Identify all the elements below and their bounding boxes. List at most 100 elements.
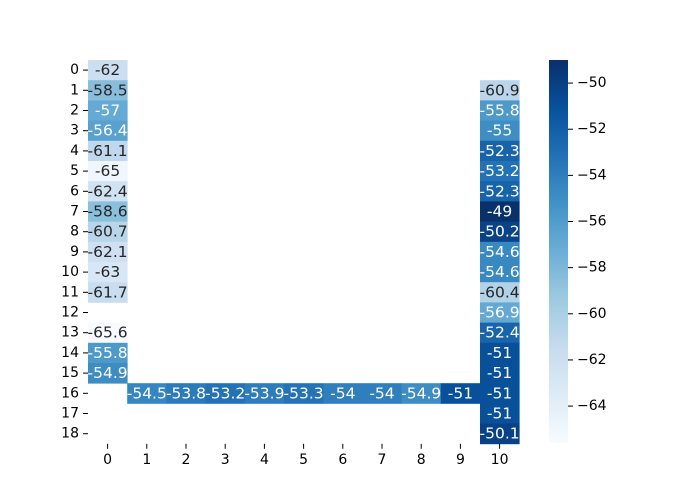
colorbar: −50 −52 −54 −56 −58 −60 −62 −64 (549, 60, 607, 443)
heatmap-cell (205, 383, 246, 404)
cell-value-label: -49 (487, 203, 512, 221)
cell-value-label: -51 (448, 384, 473, 402)
y-tick-label: 17 (61, 406, 79, 422)
cell-value-label: -53.2 (205, 384, 245, 402)
x-tick-label: 2 (182, 452, 191, 468)
cell-value-label: -51 (487, 364, 512, 382)
cell-value-label: -65.6 (88, 324, 128, 342)
cell-value-label: -51 (487, 384, 512, 402)
cell-value-label: -53.8 (166, 384, 206, 402)
colorbar-tick-label: −52 (577, 121, 607, 137)
colorbar-tick-label: −60 (577, 306, 607, 322)
cell-value-label: -58.5 (88, 81, 128, 99)
heatmap-cell (323, 383, 363, 404)
heatmap-cell (480, 302, 520, 323)
cell-value-label: -51 (487, 405, 512, 423)
x-tick-label: 6 (338, 452, 347, 468)
heatmap-cell (88, 322, 128, 344)
heatmap-cell (480, 363, 520, 384)
cell-value-label: -54.6 (480, 263, 520, 281)
x-tick-label: 10 (491, 452, 509, 468)
colorbar-tick-label: −62 (577, 352, 607, 368)
heatmap-cell (480, 100, 520, 121)
colorbar-tick-label: −56 (577, 214, 607, 230)
heatmap-cell (480, 201, 520, 222)
y-tick-label: 4 (70, 143, 79, 159)
heatmap-cell (480, 262, 520, 283)
cell-value-label: -62.4 (88, 182, 128, 200)
x-tick-label: 5 (299, 452, 308, 468)
cell-value-label: -63 (95, 263, 120, 281)
colorbar-gradient (549, 60, 568, 443)
heatmap-cell (362, 383, 402, 404)
cell-value-label: -62 (95, 61, 120, 79)
cell-value-label: -54.5 (127, 384, 167, 402)
cell-value-label: -60.9 (480, 81, 520, 99)
heatmap-cell (88, 100, 128, 121)
heatmap-cell (88, 80, 128, 101)
heatmap-cell (88, 363, 128, 384)
heatmap-cell (88, 282, 128, 303)
cell-value-label: -65 (95, 162, 120, 180)
x-tick-label: 4 (260, 452, 269, 468)
y-tick-label: 1 (70, 82, 79, 98)
cell-value-label: -58.6 (88, 203, 128, 221)
cell-value-label: -62.1 (88, 243, 128, 261)
colorbar-ticks: −50 −52 −54 −56 −58 −60 −62 −64 (568, 75, 607, 414)
y-tick-label: 18 (61, 426, 79, 442)
heatmap-cell (480, 423, 520, 445)
y-tick-label: 6 (70, 183, 79, 199)
heatmap-cell (480, 80, 520, 101)
cell-value-label: -55.8 (480, 102, 520, 120)
heatmap-cell (480, 241, 520, 263)
y-tick-label: 12 (61, 305, 79, 321)
cell-value-label: -50.1 (480, 425, 520, 443)
heatmap-cells (88, 60, 520, 445)
heatmap-cell (480, 140, 520, 162)
heatmap-cell (88, 262, 128, 283)
cell-value-label: -53.2 (480, 162, 520, 180)
heatmap-cell (480, 322, 520, 344)
heatmap-cell (480, 342, 520, 364)
cell-value-label: -54 (369, 384, 394, 402)
heatmap-cell (480, 403, 520, 424)
heatmap-cell (480, 383, 520, 404)
heatmap-cell (88, 60, 128, 81)
heatmap-cell (88, 221, 128, 243)
colorbar-tick-label: −50 (577, 75, 607, 91)
heatmap-cell-labels: -62 -58.5 -57 -56.4 -61.1 -65 -62.4 -58.6 -60.7 -… (88, 61, 520, 443)
y-tick-label: 16 (61, 385, 79, 401)
x-tick-label: 8 (417, 452, 426, 468)
y-tick-label: 13 (61, 325, 79, 341)
x-tick-label: 7 (378, 452, 387, 468)
y-tick-label: 9 (70, 244, 79, 260)
heatmap-cell (440, 383, 481, 404)
cell-value-label: -60.7 (88, 223, 128, 241)
heatmap-cell (284, 383, 324, 404)
y-tick-label: 10 (61, 264, 79, 280)
heatmap-cell (88, 342, 128, 364)
cell-value-label: -52.4 (480, 324, 520, 342)
heatmap-cell (88, 140, 128, 162)
y-tick-label: 5 (70, 163, 79, 179)
cell-value-label: -52.3 (480, 142, 520, 160)
cell-value-label: -56.9 (480, 304, 520, 322)
y-tick-label: 14 (61, 345, 79, 361)
y-tick-label: 7 (70, 204, 79, 220)
cell-value-label: -53.9 (244, 384, 284, 402)
heatmap-cell (244, 383, 285, 404)
y-tick-label: 15 (61, 365, 79, 381)
heatmap-cell (480, 120, 520, 142)
cell-value-label: -52.3 (480, 182, 520, 200)
cell-value-label: -55 (487, 122, 512, 140)
cell-value-label: -61.7 (88, 283, 128, 301)
heatmap-cell (88, 161, 128, 182)
colorbar-tick-label: −58 (577, 260, 607, 276)
cell-value-label: -55.8 (88, 344, 128, 362)
heatmap-cell (480, 221, 520, 243)
heatmap-cell (88, 120, 128, 142)
heatmap-cell (480, 181, 520, 202)
cell-value-label: -54 (330, 384, 355, 402)
heatmap-cell (88, 241, 128, 263)
